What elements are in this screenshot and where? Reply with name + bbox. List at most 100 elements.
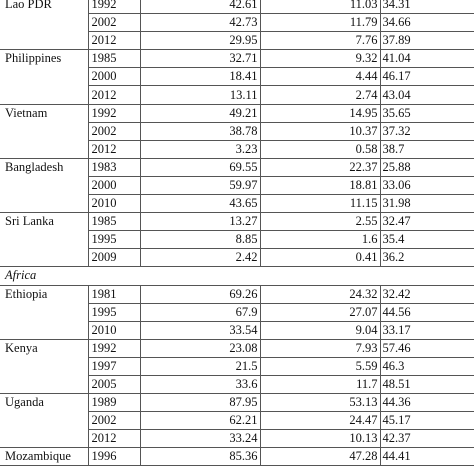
year-cell: 2012	[87, 85, 141, 105]
value-cell-2: 22.37	[259, 157, 381, 177]
year-cell: 1992	[87, 338, 141, 358]
table-row: 2000 59.97 18.81 33.06	[0, 175, 474, 196]
value-cell-3: 38.7	[379, 139, 474, 159]
value-cell-1: 42.73	[139, 13, 261, 33]
year-cell: 1992	[87, 103, 141, 123]
value-cell-3: 44.56	[379, 302, 474, 322]
value-cell-3: 45.17	[379, 411, 474, 431]
year-cell: 2000	[87, 175, 141, 196]
value-cell-3: 48.51	[379, 374, 474, 395]
year-cell: 1989	[87, 393, 141, 413]
year-cell: 1995	[87, 230, 141, 250]
value-cell-1: 33.6	[139, 374, 261, 395]
value-cell-1: 67.9	[139, 302, 261, 322]
country-cell: Mozambique	[0, 447, 89, 467]
value-cell-3: 31.98	[379, 194, 474, 214]
table-row: 2012 29.95 7.76 37.89	[0, 31, 474, 51]
value-cell-1: 18.41	[139, 67, 261, 87]
value-cell-3: 33.17	[379, 320, 474, 340]
year-cell: 2012	[87, 139, 141, 159]
table-row: 2012 33.24 10.13 42.37	[0, 429, 474, 449]
value-cell-3: 41.04	[379, 49, 474, 69]
country-cell: Uganda	[0, 393, 89, 449]
value-cell-2: 47.28	[259, 447, 381, 467]
country-cell: Lao PDR	[0, 0, 89, 51]
value-cell-1: 62.21	[139, 411, 261, 431]
table-row: 2002 62.21 24.47 45.17	[0, 411, 474, 431]
table-row: Lao PDR 1992 42.61 11.03 34.31	[0, 0, 474, 51]
value-cell-1: 69.26	[139, 284, 261, 304]
value-cell-1: 29.95	[139, 31, 261, 51]
year-cell: 2010	[87, 320, 141, 340]
table-row: Uganda 1989 87.95 53.13 44.36	[0, 393, 474, 449]
value-cell-3: 35.4	[379, 230, 474, 250]
value-cell-1: 21.5	[139, 356, 261, 376]
year-cell: 2010	[87, 194, 141, 214]
year-cell: 2012	[87, 429, 141, 449]
value-cell-1: 69.55	[139, 157, 261, 177]
value-cell-2: 24.47	[259, 411, 381, 431]
value-cell-3: 33.06	[379, 175, 474, 196]
value-cell-2: 2.74	[259, 85, 381, 105]
year-cell: 1995	[87, 302, 141, 322]
year-cell: 1996	[87, 447, 141, 467]
table-row: Philippines 1985 32.71 9.32 41.04	[0, 49, 474, 105]
value-cell-3: 37.32	[379, 121, 474, 141]
value-cell-1: 43.65	[139, 194, 261, 214]
value-cell-2: 2.55	[259, 212, 381, 232]
country-cell: Sri Lanka	[0, 212, 89, 268]
value-cell-1: 3.23	[139, 139, 261, 159]
value-cell-3: 32.42	[379, 284, 474, 304]
value-cell-2: 24.32	[259, 284, 381, 304]
value-cell-2: 11.03	[259, 0, 381, 15]
country-cell: Philippines	[0, 49, 89, 105]
country-cell: Vietnam	[0, 103, 89, 159]
value-cell-3: 34.31	[379, 0, 474, 15]
value-cell-3: 42.37	[379, 429, 474, 449]
table-row: 2005 33.6 11.7 48.51	[0, 374, 474, 395]
value-cell-2: 53.13	[259, 393, 381, 413]
year-cell: 2012	[87, 31, 141, 51]
value-cell-2: 11.79	[259, 13, 381, 33]
value-cell-3: 46.17	[379, 67, 474, 87]
country-cell: Bangladesh	[0, 157, 89, 214]
value-cell-2: 11.7	[259, 374, 381, 395]
value-cell-2: 5.59	[259, 356, 381, 376]
value-cell-1: 13.27	[139, 212, 261, 232]
country-cell: Ethiopia	[0, 284, 89, 340]
table-row: Kenya 1992 23.08 7.93 57.46	[0, 338, 474, 395]
value-cell-3: 25.88	[379, 157, 474, 177]
table-row: 2009 2.42 0.41 36.2	[0, 248, 474, 268]
value-cell-2: 4.44	[259, 67, 381, 87]
value-cell-2: 9.04	[259, 320, 381, 340]
year-cell: 2002	[87, 411, 141, 431]
table-row: Vietnam 1992 49.21 14.95 35.65	[0, 103, 474, 159]
region-row: Africa	[0, 266, 474, 286]
year-cell: 2000	[87, 67, 141, 87]
value-cell-2: 11.15	[259, 194, 381, 214]
value-cell-1: 32.71	[139, 49, 261, 69]
table-row: 1995 67.9 27.07 44.56	[0, 302, 474, 322]
value-cell-2: 7.76	[259, 31, 381, 51]
value-cell-3: 44.41	[379, 447, 474, 467]
table-row: 1997 21.5 5.59 46.3	[0, 356, 474, 376]
year-cell: 1985	[87, 212, 141, 232]
table-row: Bangladesh 1983 69.55 22.37 25.88	[0, 157, 474, 214]
value-cell-1: 49.21	[139, 103, 261, 123]
year-cell: 2009	[87, 248, 141, 268]
table-row: Ethiopia 1981 69.26 24.32 32.42	[0, 284, 474, 340]
region-label: Africa	[0, 266, 474, 286]
value-cell-2: 10.37	[259, 121, 381, 141]
year-cell: 1997	[87, 356, 141, 376]
value-cell-1: 85.36	[139, 447, 261, 467]
value-cell-1: 33.24	[139, 429, 261, 449]
year-cell: 2005	[87, 374, 141, 395]
value-cell-2: 27.07	[259, 302, 381, 322]
value-cell-3: 57.46	[379, 338, 474, 358]
value-cell-1: 38.78	[139, 121, 261, 141]
value-cell-2: 10.13	[259, 429, 381, 449]
value-cell-3: 32.47	[379, 212, 474, 232]
value-cell-3: 34.66	[379, 13, 474, 33]
